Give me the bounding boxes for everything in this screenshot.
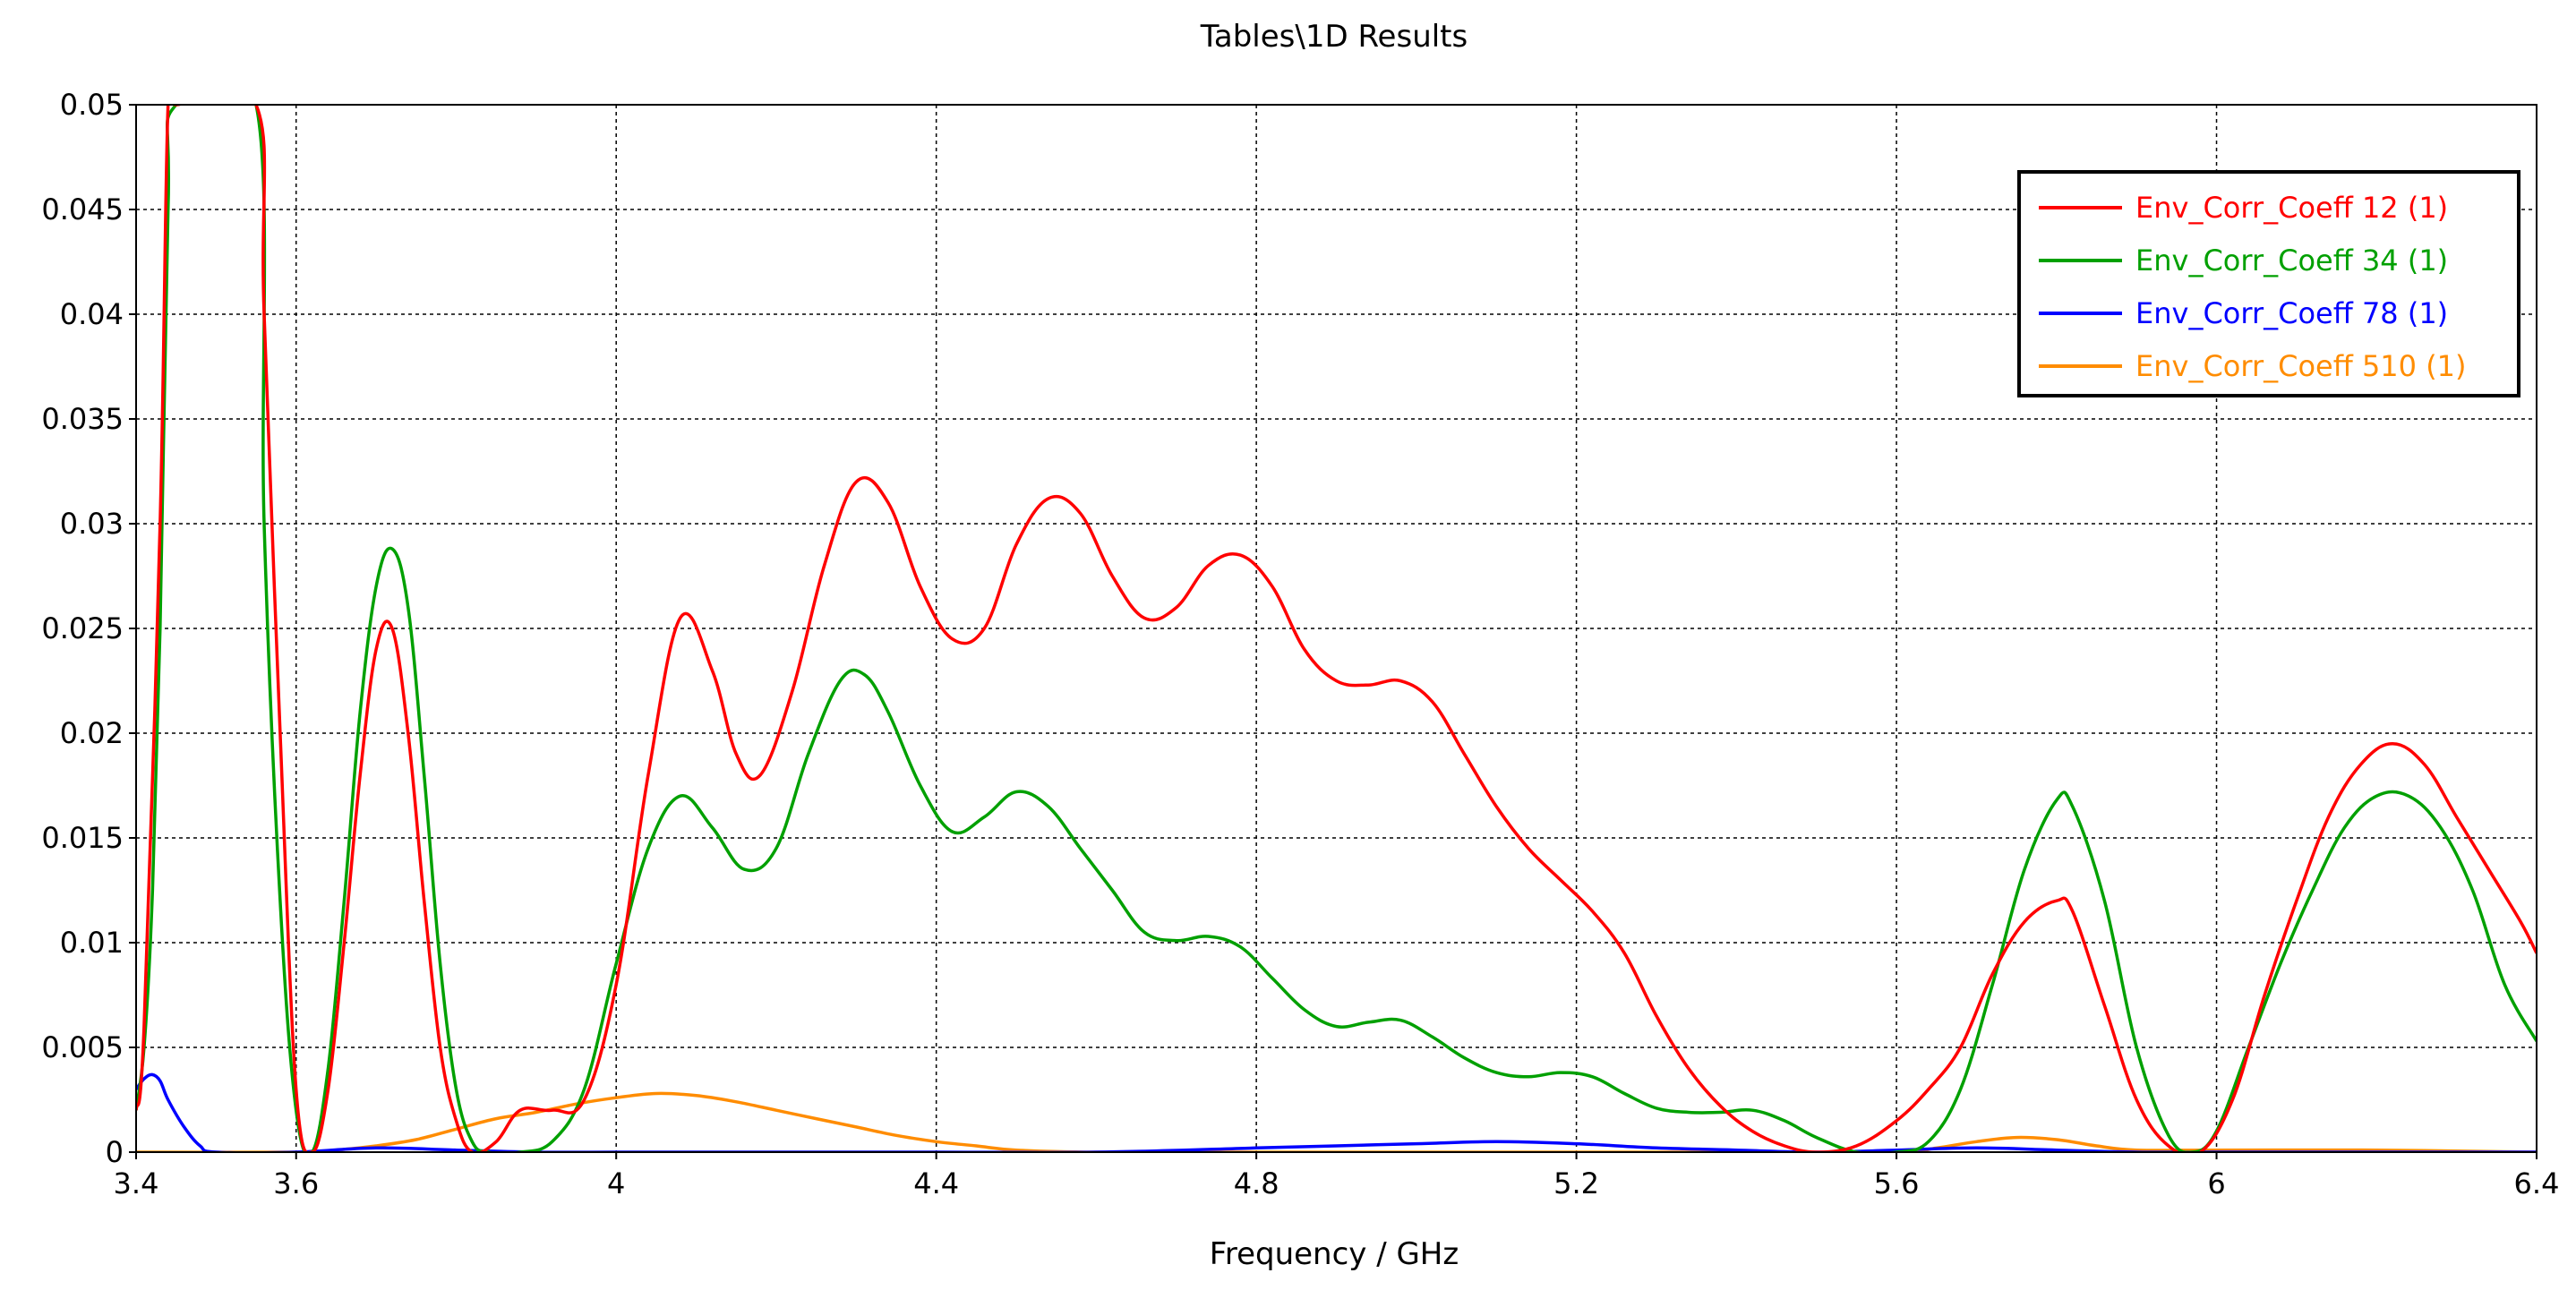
legend: Env_Corr_Coeff 12 (1) Env_Corr_Coeff 34 (… xyxy=(2017,170,2520,397)
legend-label: Env_Corr_Coeff 78 (1) xyxy=(2135,296,2448,330)
x-tick-label: 3.6 xyxy=(273,1166,319,1200)
x-tick-label: 5.2 xyxy=(1553,1166,1599,1200)
y-tick-label: 0.04 xyxy=(60,297,124,331)
x-tick-label: 4 xyxy=(607,1166,625,1200)
x-tick-label: 4.8 xyxy=(1234,1166,1279,1200)
x-tick-label: 6 xyxy=(2207,1166,2225,1200)
legend-label: Env_Corr_Coeff 510 (1) xyxy=(2135,349,2467,383)
y-tick-label: 0.025 xyxy=(41,611,124,645)
y-tick-label: 0.02 xyxy=(60,716,124,750)
y-tick-label: 0 xyxy=(106,1135,124,1169)
series-line-4 xyxy=(136,1091,2537,1152)
y-tick-label: 0.015 xyxy=(41,821,124,855)
series-layer xyxy=(136,105,2537,1152)
y-tick-label: 0.045 xyxy=(41,192,124,226)
x-tick-label: 6.4 xyxy=(2514,1166,2560,1200)
chart-title: Tables\1D Results xyxy=(1200,19,1468,55)
y-tick-label: 0.005 xyxy=(41,1030,124,1064)
series-line-1 xyxy=(136,105,2537,1152)
y-tick-label: 0.035 xyxy=(41,402,124,436)
y-tick-label: 0.01 xyxy=(60,926,124,960)
x-tick-label: 3.4 xyxy=(114,1166,159,1200)
legend-label: Env_Corr_Coeff 12 (1) xyxy=(2135,191,2448,225)
legend-label: Env_Corr_Coeff 34 (1) xyxy=(2135,243,2448,278)
y-tick-label: 0.05 xyxy=(60,88,124,122)
x-tick-label: 5.6 xyxy=(1874,1166,1920,1200)
x-axis-label: Frequency / GHz xyxy=(1210,1236,1459,1272)
x-axis-ticks: 3.4 3.6 4 4.4 4.8 5.2 5.6 6 6.4 xyxy=(114,1152,2560,1200)
y-axis-ticks: 0 0.005 0.01 0.015 0.02 0.025 0.03 0.035 0.04 0.0… xyxy=(41,88,136,1169)
series-line-3 xyxy=(136,1072,2537,1152)
x-tick-label: 4.4 xyxy=(913,1166,959,1200)
y-tick-label: 0.03 xyxy=(60,507,124,541)
